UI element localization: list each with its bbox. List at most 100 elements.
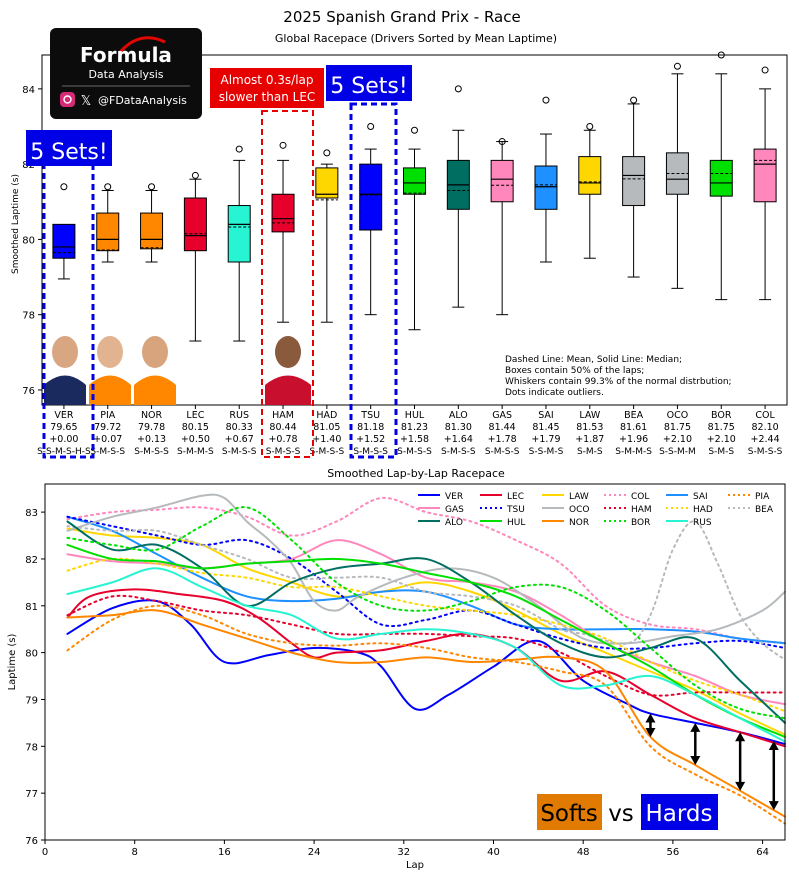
line-y-tick-label: 79: [25, 695, 38, 706]
line-y-tick-label: 76: [25, 836, 38, 847]
boxplot-driver-gap: +0.07: [93, 434, 122, 445]
legend-label-pia: PIA: [755, 492, 770, 502]
legend-label-lec: LEC: [507, 492, 524, 502]
legend-label-ham: HAM: [631, 505, 652, 515]
boxplot-driver-code: BOR: [711, 410, 732, 421]
series-line-col: [66, 497, 786, 645]
boxplot-driver-code: RUS: [229, 410, 249, 421]
box-iqr: [271, 193, 295, 233]
boxplot-driver-gap: +1.79: [531, 434, 560, 445]
line-x-tick-label: 16: [218, 847, 231, 858]
boxplot-driver-gap: +0.50: [181, 434, 210, 445]
line-y-tick-label: 81: [25, 602, 38, 613]
boxplot-driver-gap: +2.10: [663, 434, 692, 445]
boxplot-legend-note: Dashed Line: Mean, Solid Line: Median;Bo…: [505, 355, 732, 398]
legend-label-col: COL: [631, 492, 649, 502]
box-outlier: [148, 183, 156, 191]
box-ver: [52, 183, 76, 280]
box-outlier: [60, 183, 68, 191]
logo-brand: Formula: [80, 43, 172, 67]
driver-photo-ver: [44, 336, 86, 405]
box-outlier: [586, 123, 594, 131]
tsu-highlight-box: [349, 102, 398, 459]
gap-arrow-head-up: [645, 713, 656, 723]
box-iqr: [315, 167, 339, 199]
boxplot-driver-tyres: S-M-S: [577, 447, 603, 457]
boxplot-driver-code: ALO: [449, 410, 468, 421]
boxplot-driver-code: GAS: [492, 410, 512, 421]
box-iqr: [359, 163, 383, 231]
box-sai: [534, 96, 558, 263]
legend-label-had: HAD: [693, 505, 713, 515]
box-ham: [271, 141, 295, 323]
boxplot-driver-tyres: S-M-S: [708, 447, 734, 457]
boxplot-driver-gap: +1.58: [400, 434, 429, 445]
boxplot-driver-mean: 79.65: [50, 422, 77, 433]
series-line-had: [66, 557, 786, 713]
box-had: [315, 149, 339, 323]
line-chart-frame: [44, 483, 786, 841]
box-outlier: [673, 62, 681, 70]
legend-label-tsu: TSU: [506, 505, 525, 515]
five-sets-right-label: 5 Sets!: [326, 65, 412, 101]
box-rus: [227, 145, 251, 342]
softs-badge: [537, 794, 602, 830]
boxplot-driver-gap: +1.87: [575, 434, 604, 445]
box-outlier: [761, 66, 769, 74]
ham-note-line2: slower than LEC: [219, 90, 316, 104]
box-outlier: [279, 141, 287, 149]
line-y-tick-label: 80: [25, 649, 38, 660]
boxplot-driver-gap: +0.13: [137, 434, 166, 445]
line-y-tick-label: 82: [25, 555, 38, 566]
box-iqr: [183, 197, 207, 252]
box-iqr: [227, 205, 251, 263]
boxplot-y-label: Smoothed Laptime (s): [11, 174, 21, 274]
box-alo: [446, 85, 470, 308]
series-line-law: [66, 527, 786, 736]
box-outlier: [367, 123, 375, 131]
gap-arrow-head-down: [690, 756, 701, 766]
boxplot-driver-gap: +2.44: [751, 434, 780, 445]
series-line-pia: [66, 604, 786, 825]
series-line-bea: [66, 520, 786, 661]
boxplot-driver-mean: 81.44: [489, 422, 516, 433]
hards-text: Hards: [645, 801, 712, 827]
boxplot-driver-tyres: S-M-S-S: [485, 447, 520, 457]
box-outlier: [411, 126, 418, 134]
boxplot-driver-mean: 81.30: [445, 422, 472, 433]
box-iqr: [622, 156, 646, 207]
boxplot-y-tick-label: 78: [22, 311, 35, 322]
boxplot-driver-tyres: S-M-S-S: [441, 447, 476, 457]
ham-note-line1: Almost 0.3s/lap: [220, 73, 313, 87]
boxplot-driver-gap: +1.52: [356, 434, 385, 445]
gap-arrow-head-down: [768, 801, 779, 811]
boxplot-driver-tyres: S-M-S-S: [266, 447, 301, 457]
legend-label-nor: NOR: [569, 518, 589, 528]
boxplot-driver-mean: 82.10: [751, 422, 778, 433]
boxplot-note-line: Boxes contain 50% of the laps;: [505, 366, 644, 376]
series-line-bor: [66, 506, 786, 720]
ham-highlight-box: [261, 110, 314, 458]
boxplot-driver-gap: +1.96: [619, 434, 648, 445]
line-y-tick-label: 78: [25, 742, 38, 753]
line-y-tick-label: 83: [25, 508, 38, 519]
box-iqr: [709, 159, 733, 197]
box-bea: [622, 96, 646, 278]
line-chart-y-label: Laptime (s): [7, 633, 18, 690]
box-outlier: [630, 96, 638, 104]
series-line-ham: [66, 594, 786, 697]
box-hul: [403, 126, 426, 331]
series-line-nor: [66, 609, 786, 818]
x-icon: 𝕏: [81, 94, 91, 109]
box-iqr: [534, 165, 558, 210]
series-line-rus: [66, 567, 786, 743]
box-outlier: [542, 96, 550, 104]
legend-label-hul: HUL: [507, 518, 525, 528]
legend-label-bea: BEA: [755, 505, 774, 515]
boxplot-driver-mean: 81.75: [664, 422, 691, 433]
boxplot-note-line: Dashed Line: Mean, Solid Line: Median;: [505, 355, 682, 365]
legend-label-bor: BOR: [631, 518, 650, 528]
box-lec: [183, 171, 207, 342]
hards-badge: [641, 794, 718, 830]
boxplot-driver-mean: 80.15: [182, 422, 209, 433]
